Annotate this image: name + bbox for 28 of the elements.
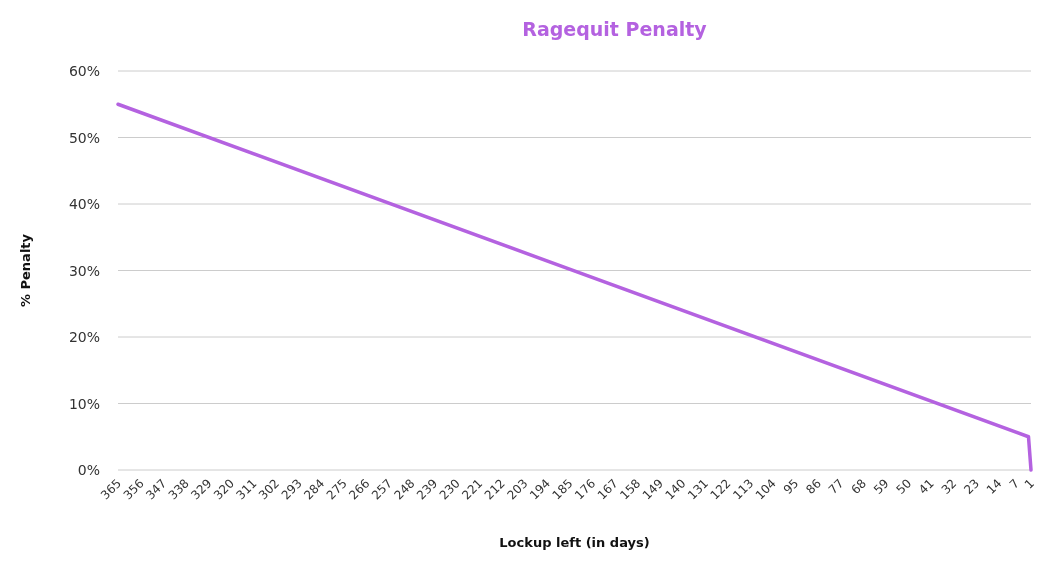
y-tick-label: 0%: [77, 462, 100, 478]
chart-title: Ragequit Penalty: [522, 18, 708, 40]
x-tick-label: 59: [870, 476, 892, 497]
y-tick-label: 20%: [68, 329, 100, 345]
x-tick-label: 338: [165, 476, 192, 503]
x-tick-label: 1: [1021, 476, 1038, 492]
x-tick-label: 77: [825, 476, 847, 497]
x-tick-label: 23: [961, 476, 982, 497]
y-tick-label: 30%: [68, 262, 100, 279]
x-tick-label: 14: [983, 476, 1005, 497]
y-tick-label: 50%: [68, 129, 100, 146]
x-tick-label: 104: [752, 476, 779, 503]
x-axis-title: Lockup left (in days): [499, 535, 650, 550]
x-tick-label: 68: [848, 476, 870, 497]
y-tick-label: 40%: [68, 196, 100, 212]
x-tick-label: 86: [803, 476, 824, 497]
x-tick-label: 167: [594, 476, 621, 503]
x-tick-label: 50: [893, 476, 915, 497]
x-tick-label: 41: [916, 476, 937, 497]
x-tick-label: 122: [707, 476, 734, 503]
x-tick-label: 185: [549, 476, 576, 503]
y-axis-title: % Penalty: [18, 233, 33, 308]
x-tick-label: 7: [1006, 476, 1023, 492]
x-tick-label: 356: [120, 476, 147, 503]
x-tick-label: 95: [780, 476, 802, 497]
x-tick-label: 32: [938, 476, 960, 497]
y-tick-label: 10%: [68, 395, 100, 412]
y-tick-label: 60%: [68, 63, 100, 79]
